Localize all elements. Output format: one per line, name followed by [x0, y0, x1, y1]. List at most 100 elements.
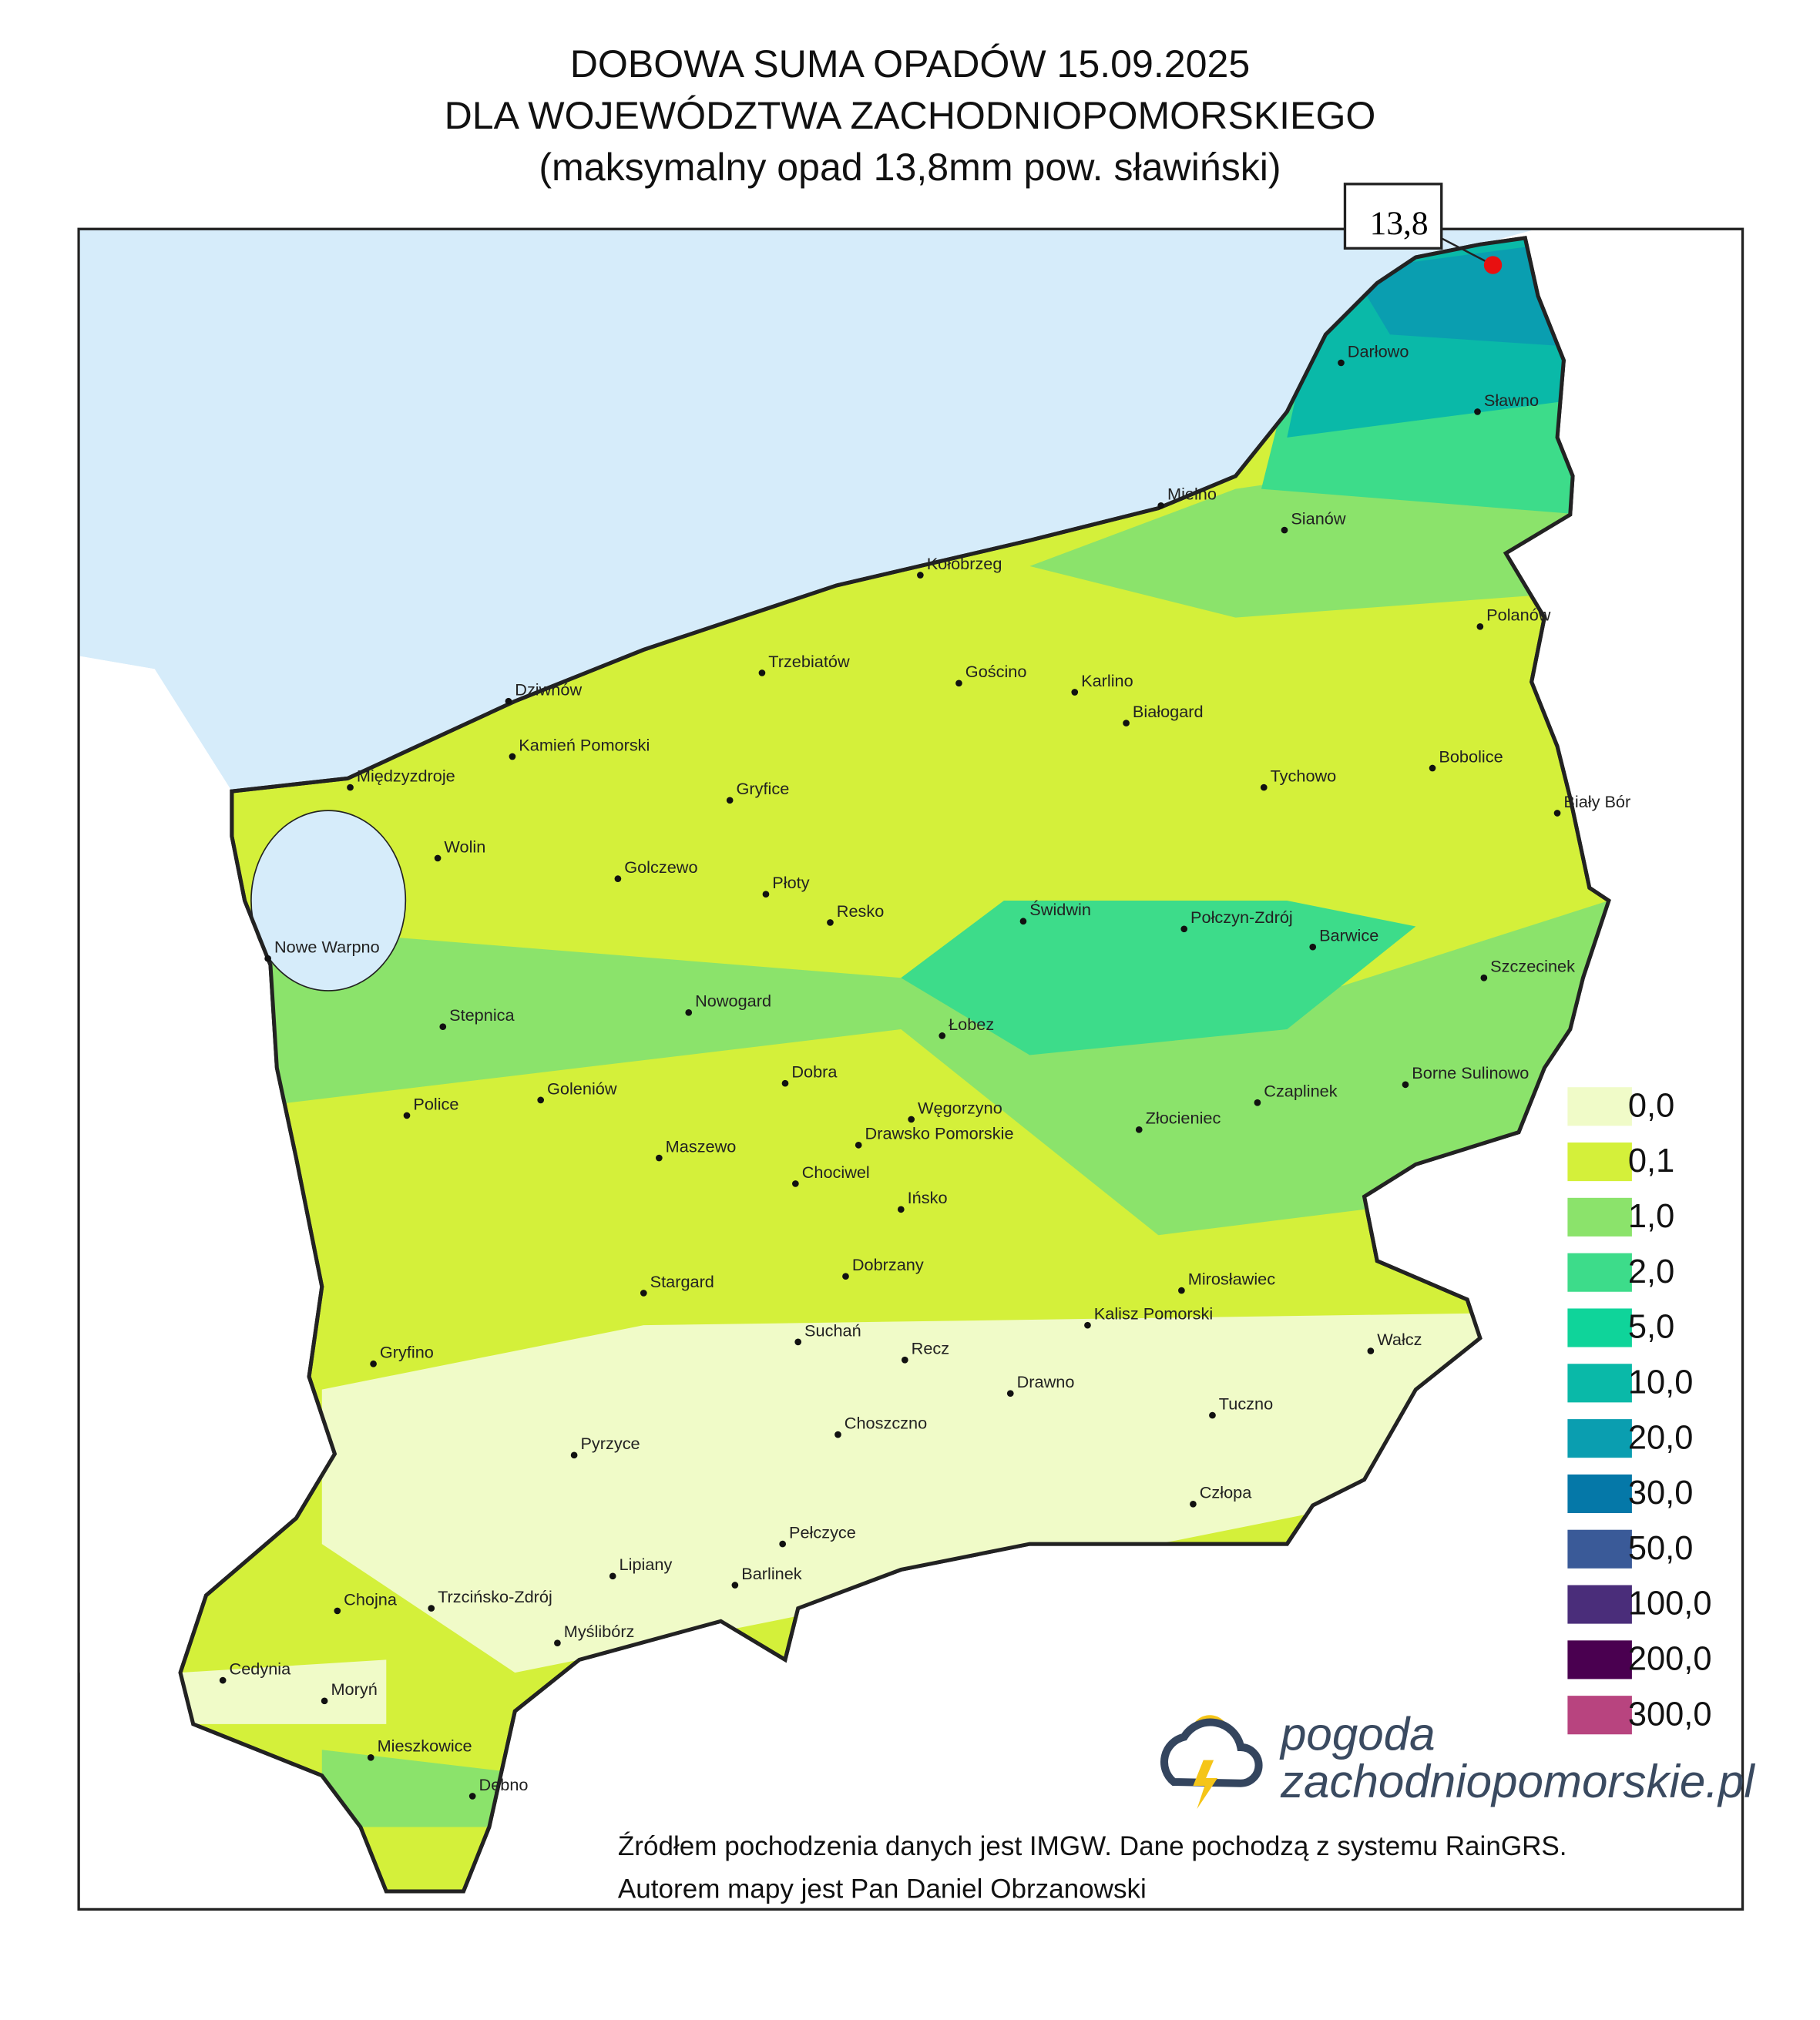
legend-swatch: [1567, 1640, 1632, 1679]
city-label: Nowe Warpno: [274, 938, 380, 957]
city-dot: [403, 1112, 411, 1119]
city-label: Tychowo: [1271, 766, 1337, 785]
city-label: Suchań: [804, 1320, 861, 1340]
legend-label: 50,0: [1628, 1530, 1693, 1567]
city-label: Tuczno: [1219, 1394, 1273, 1413]
city-dot: [1157, 502, 1165, 509]
legend-label: 0,1: [1628, 1143, 1674, 1179]
city-dot: [758, 669, 766, 676]
city-label: Resko: [837, 901, 885, 921]
city-dot: [1084, 1321, 1091, 1329]
city-label: Szczecinek: [1490, 957, 1575, 976]
city-dot: [509, 753, 516, 760]
city-dot: [1281, 526, 1288, 534]
legend-label: 200,0: [1628, 1641, 1712, 1678]
city-label: Białogard: [1133, 702, 1204, 721]
lagoon: [250, 810, 407, 992]
region-outline: [178, 236, 1611, 1894]
city-label: Myślibórz: [564, 1622, 635, 1641]
legend-label: 2,0: [1628, 1253, 1674, 1290]
city-label: Kołobrzeg: [927, 554, 1002, 573]
city-dot: [370, 1360, 377, 1367]
legend-swatch: [1567, 1529, 1632, 1569]
legend-swatch: [1567, 1364, 1632, 1403]
legend-label: 20,0: [1628, 1419, 1693, 1456]
city-label: Recz: [912, 1339, 949, 1358]
city-label: Kamień Pomorski: [519, 735, 650, 754]
legend-label: 0,0: [1628, 1087, 1674, 1124]
city-label: Łobez: [949, 1015, 994, 1034]
city-dot: [794, 1338, 802, 1346]
precip-band: [489, 1389, 824, 1596]
city-label: Chociwel: [802, 1163, 870, 1182]
max-label: 13,8: [1370, 205, 1429, 242]
city-label: Drawsko Pomorskie: [865, 1124, 1014, 1143]
legend-swatch: [1567, 1308, 1632, 1347]
city-dot: [1190, 1500, 1197, 1508]
city-dot: [505, 697, 512, 705]
city-label: Trzebiatów: [768, 652, 850, 671]
legend-swatch: [1567, 1419, 1632, 1458]
city-dot: [428, 1605, 435, 1612]
city-dot: [1178, 1287, 1185, 1294]
city-dot: [842, 1273, 849, 1280]
city-label: Goleniów: [547, 1079, 617, 1098]
city-dot: [347, 784, 354, 791]
city-label: Nowogard: [695, 992, 771, 1011]
city-dot: [1402, 1081, 1409, 1089]
city-label: Borne Sulinowo: [1412, 1063, 1529, 1082]
city-dot: [219, 1676, 227, 1684]
city-label: Police: [413, 1094, 458, 1113]
city-dot: [834, 1431, 841, 1438]
city-dot: [762, 891, 770, 898]
footer: Źródłem pochodzenia danych jest IMGW. Da…: [618, 1831, 1567, 1904]
legend-swatch: [1567, 1197, 1632, 1236]
city-dot: [897, 1206, 905, 1213]
city-dot: [655, 1154, 663, 1162]
city-dot: [1260, 784, 1268, 791]
city-dot: [609, 1572, 616, 1580]
city-dot: [901, 1356, 908, 1364]
legend-swatch: [1567, 1474, 1632, 1513]
city-dot: [321, 1697, 328, 1705]
city-label: Sławno: [1484, 391, 1539, 410]
title-line: (maksymalny opad 13,8mm pow. sławiński): [539, 146, 1281, 189]
city-dot: [939, 1032, 946, 1039]
legend-label: 300,0: [1628, 1696, 1712, 1733]
city-dot: [685, 1008, 693, 1016]
city-label: Czaplinek: [1264, 1082, 1337, 1101]
city-label: Bobolice: [1439, 747, 1503, 766]
city-label: Świdwin: [1029, 900, 1091, 919]
city-label: Pełczyce: [789, 1522, 856, 1542]
city-label: Moryń: [331, 1679, 377, 1699]
city-label: Chojna: [344, 1589, 398, 1609]
city-dot: [1254, 1099, 1261, 1106]
city-label: Mirosławiec: [1188, 1269, 1276, 1288]
city-dot: [855, 1142, 862, 1149]
city-label: Człopa: [1200, 1483, 1252, 1502]
city-dot: [792, 1180, 799, 1187]
city-label: Dobrzany: [852, 1255, 924, 1274]
city-dot: [1180, 925, 1188, 933]
city-label: Barlinek: [741, 1564, 802, 1583]
city-dot: [1429, 764, 1436, 772]
city-label: Wałcz: [1377, 1330, 1422, 1349]
precip-band: [901, 901, 1416, 1055]
city-dot: [731, 1582, 739, 1589]
city-dot: [468, 1793, 476, 1800]
city-dot: [1071, 689, 1079, 696]
city-label: Sianów: [1291, 508, 1346, 528]
city-label: Gryfice: [737, 779, 790, 798]
city-dot: [537, 1096, 545, 1104]
city-dot: [640, 1290, 647, 1297]
city-dot: [1367, 1347, 1375, 1354]
city-label: Mieszkowice: [378, 1736, 472, 1756]
city-dot: [1553, 810, 1561, 817]
city-label: Dębno: [479, 1775, 529, 1794]
title-line: DLA WOJEWÓDZTWA ZACHODNIOPOMORSKIEGO: [445, 94, 1376, 137]
city-dot: [1209, 1411, 1216, 1419]
precip-bands: [180, 237, 1609, 1827]
sea: [79, 230, 1741, 792]
city-dot: [614, 875, 622, 882]
footer-line: Źródłem pochodzenia danych jest IMGW. Da…: [618, 1831, 1567, 1861]
